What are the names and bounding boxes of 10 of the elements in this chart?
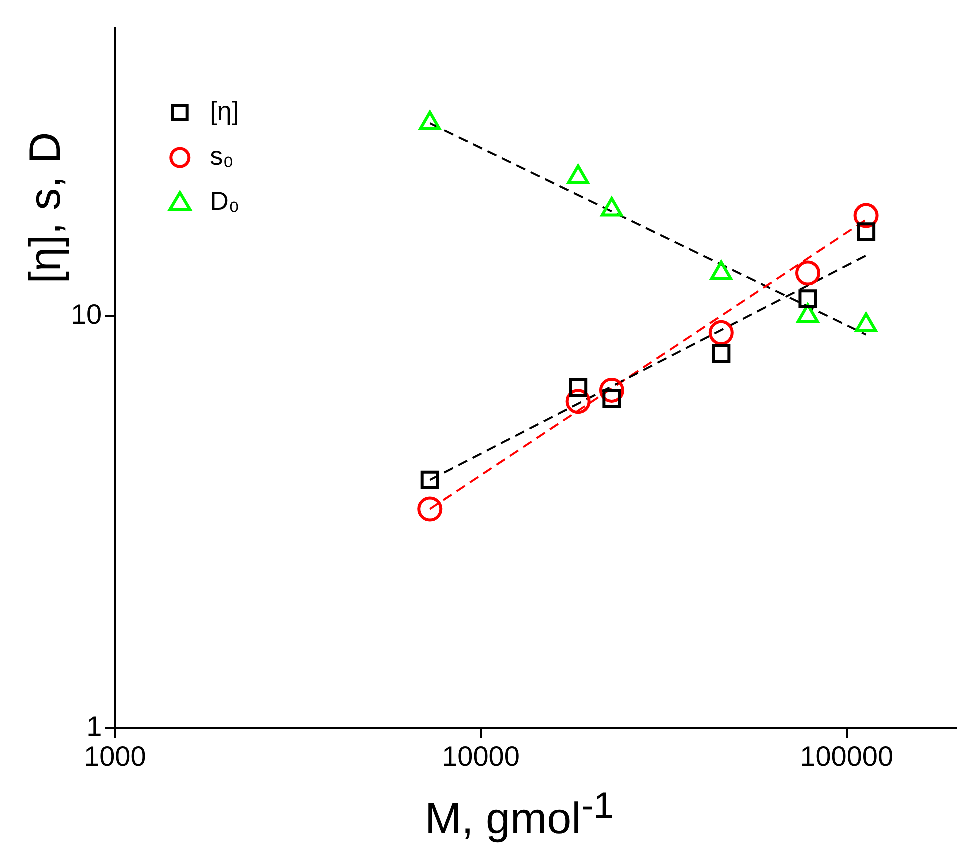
legend-label: [η]: [210, 96, 240, 126]
y-axis-title: [η], s, D: [21, 132, 71, 284]
x-tick-label: 100000: [800, 740, 894, 772]
legend-label: D₀: [210, 186, 240, 216]
y-tick-label: 1: [86, 711, 102, 742]
legend-label: s₀: [210, 140, 234, 171]
x-tick-label: 10000: [442, 740, 520, 772]
x-axis-title: M, gmol$^{-1}$: [424, 785, 616, 845]
y-tick-label: 10: [70, 298, 102, 330]
x-tick-label: 1000: [84, 740, 146, 772]
